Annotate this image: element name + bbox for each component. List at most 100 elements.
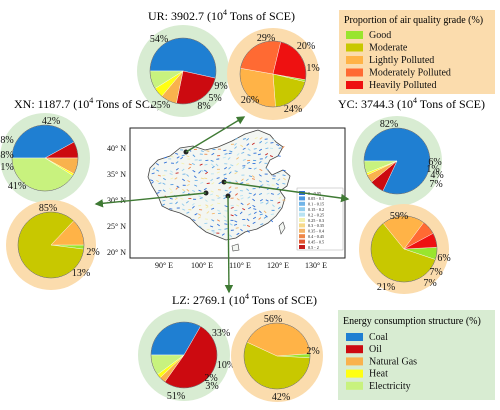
colorbar-swatch: [299, 207, 305, 211]
pie-ur-energy: 54%25%8%5%9%: [137, 25, 229, 117]
pie-label-lightly-polluted: 21%: [377, 282, 395, 293]
title-yc: YC: 3744.3 (104 Tons of SCE): [338, 96, 485, 111]
pie-label-coal: 54%: [150, 34, 168, 45]
colorbar-label: 0.25 - 0.3: [308, 218, 324, 223]
pie-label-moderate: 85%: [39, 203, 57, 214]
lon-label: 110° E: [229, 261, 251, 270]
pie-label-moderately-polluted: 7%: [423, 278, 436, 289]
pie-label-heavily-polluted: 24%: [284, 104, 302, 115]
pie-xn-air-quality: 2% 85% 13%: [6, 200, 100, 290]
map-dash: [271, 214, 274, 215]
arrow-lz: [228, 196, 229, 292]
pie-xn-energy: 42%8%8%1%41%: [0, 113, 90, 203]
map-dash: [204, 178, 207, 179]
pie-lz-air-quality: 2% 56% 42%: [231, 310, 323, 403]
legend-air-quality: Proportion of air quality grade (%) Good…: [339, 10, 495, 94]
pie-ur-air-quality: 1% 20% 29% 26% 24%: [227, 28, 320, 120]
lon-label: 90° E: [155, 261, 173, 270]
pie-label-heat: 2%: [204, 373, 217, 384]
map-dash: [279, 148, 282, 149]
legend-energy: Energy consumption structure (%) CoalOil…: [338, 310, 495, 400]
lon-label: 100° E: [191, 261, 213, 270]
pie-label-heavily-polluted: 7%: [429, 267, 442, 278]
legend-swatch-moderate: [346, 44, 363, 52]
legend-swatch-coal: [346, 333, 363, 341]
pie-label-lightly-polluted: 29%: [257, 33, 275, 44]
map-dash: [217, 198, 220, 199]
pie-label-coal: 42%: [42, 116, 60, 127]
pie-yc-energy: 82%7%4%1%6%: [352, 116, 444, 206]
legend-label-good: Good: [369, 30, 391, 41]
pie-yc-air-quality: 6% 59% 21% 7%7%: [359, 204, 451, 294]
colorbar-label: 0.4 - 0.45: [308, 234, 324, 239]
colorbar-swatch: [299, 240, 305, 244]
pie-label-heat: 1%: [0, 162, 13, 173]
pie-label-moderate: 56%: [264, 314, 282, 325]
pie-label-moderately-polluted: 26%: [241, 95, 259, 106]
lat-label: 30° N: [107, 196, 126, 205]
legend-label-lightly-polluted: Lightly Polluted: [369, 55, 434, 66]
legend-swatch-moderately-polluted: [346, 69, 363, 77]
title-xn: XN: 1187.7 (104 Tons of SCE): [14, 96, 161, 111]
colorbar-label: 0.35 - 0.4: [308, 229, 325, 234]
legend-label-coal: Coal: [369, 332, 388, 343]
legend-label-electricity: Electricity: [369, 381, 411, 392]
colorbar-label: 0.45 - 0.5: [308, 239, 324, 244]
pie-label-good: 2%: [86, 247, 99, 258]
legend-swatch-electricity: [346, 382, 363, 390]
pie-label-good: 1%: [306, 63, 319, 74]
colorbar-label: 0.3 - 0.35: [308, 223, 324, 228]
pie-label-electricity: 41%: [8, 181, 26, 192]
legend-energy-title: Energy consumption structure (%): [343, 316, 481, 327]
legend-label-natural-gas: Natural Gas: [369, 356, 417, 367]
colorbar-swatch: [299, 196, 305, 200]
colorbar-label: 0.5 - 2: [308, 245, 319, 250]
colorbar-swatch: [299, 234, 305, 238]
legend-swatch-natural-gas: [346, 357, 363, 365]
map-dash: [283, 175, 286, 176]
legend-label-heat: Heat: [369, 369, 388, 380]
legend-label-moderate: Moderate: [369, 43, 408, 54]
map-dash: [169, 209, 172, 210]
legend-swatch-good: [346, 31, 363, 39]
map-lon-labels: 90° E 100° E 110° E 120° E 130° E: [155, 261, 327, 270]
pie-label-electricity: 6%: [428, 157, 441, 168]
map-dash: [223, 150, 226, 151]
colorbar-label: 0.1 - 0.15: [308, 202, 324, 207]
colorbar-swatch: [299, 223, 305, 227]
pie-label-moderate: 20%: [297, 41, 315, 52]
legend-aq-title: Proportion of air quality grade (%): [344, 15, 483, 26]
lon-label: 130° E: [305, 261, 327, 270]
lat-label: 35° N: [107, 170, 126, 179]
pie-lz-energy: 33%51%3%2%10%: [138, 309, 235, 402]
colorbar-swatch: [299, 245, 305, 249]
colorbar-swatch: [299, 213, 305, 217]
colorbar-swatch: [299, 229, 305, 233]
pie-label-natural-gas: 8%: [0, 150, 13, 161]
pie-label-lightly-polluted: 13%: [72, 268, 90, 279]
map-dash: [278, 156, 281, 157]
pie-label-coal: 82%: [380, 119, 398, 130]
legend-label-oil: Oil: [369, 344, 382, 355]
colorbar-label: 0.2 - 0.25: [308, 212, 324, 217]
map-dash: [236, 228, 239, 229]
lat-label: 25° N: [107, 222, 126, 231]
lat-label: 20° N: [107, 248, 126, 257]
lat-label: 40° N: [107, 144, 126, 153]
pie-label-lightly-polluted: 42%: [272, 392, 290, 403]
lon-label: 120° E: [267, 261, 289, 270]
legend-swatch-heat: [346, 370, 363, 378]
pie-label-moderate: 59%: [390, 211, 408, 222]
map-dash: [198, 205, 201, 206]
pie-label-oil: 8%: [0, 135, 13, 146]
pie-label-good: 2%: [306, 346, 319, 357]
legend-label-moderately-polluted: Moderately Polluted: [369, 68, 451, 79]
legend-swatch-lightly-polluted: [346, 56, 363, 64]
legend-label-heavily-polluted: Heavily Polluted: [369, 80, 437, 91]
legend-swatch-heavily-polluted: [346, 81, 363, 89]
pie-label-good: 6%: [437, 253, 450, 264]
map-dash: [212, 213, 215, 214]
map-dash: [162, 200, 165, 201]
